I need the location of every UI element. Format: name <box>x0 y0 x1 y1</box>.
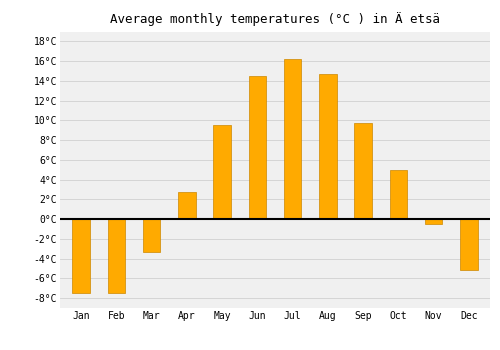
Bar <box>72 219 90 293</box>
Title: Average monthly temperatures (°C ) in Ä etsä: Average monthly temperatures (°C ) in Ä … <box>110 12 440 26</box>
Bar <box>143 219 160 252</box>
Bar <box>319 74 336 219</box>
Bar <box>425 219 442 224</box>
Bar <box>108 219 125 293</box>
Bar <box>248 76 266 219</box>
Bar <box>354 123 372 219</box>
Bar <box>214 125 231 219</box>
Bar <box>284 59 302 219</box>
Bar <box>178 193 196 219</box>
Bar <box>390 170 407 219</box>
Bar <box>460 219 477 271</box>
